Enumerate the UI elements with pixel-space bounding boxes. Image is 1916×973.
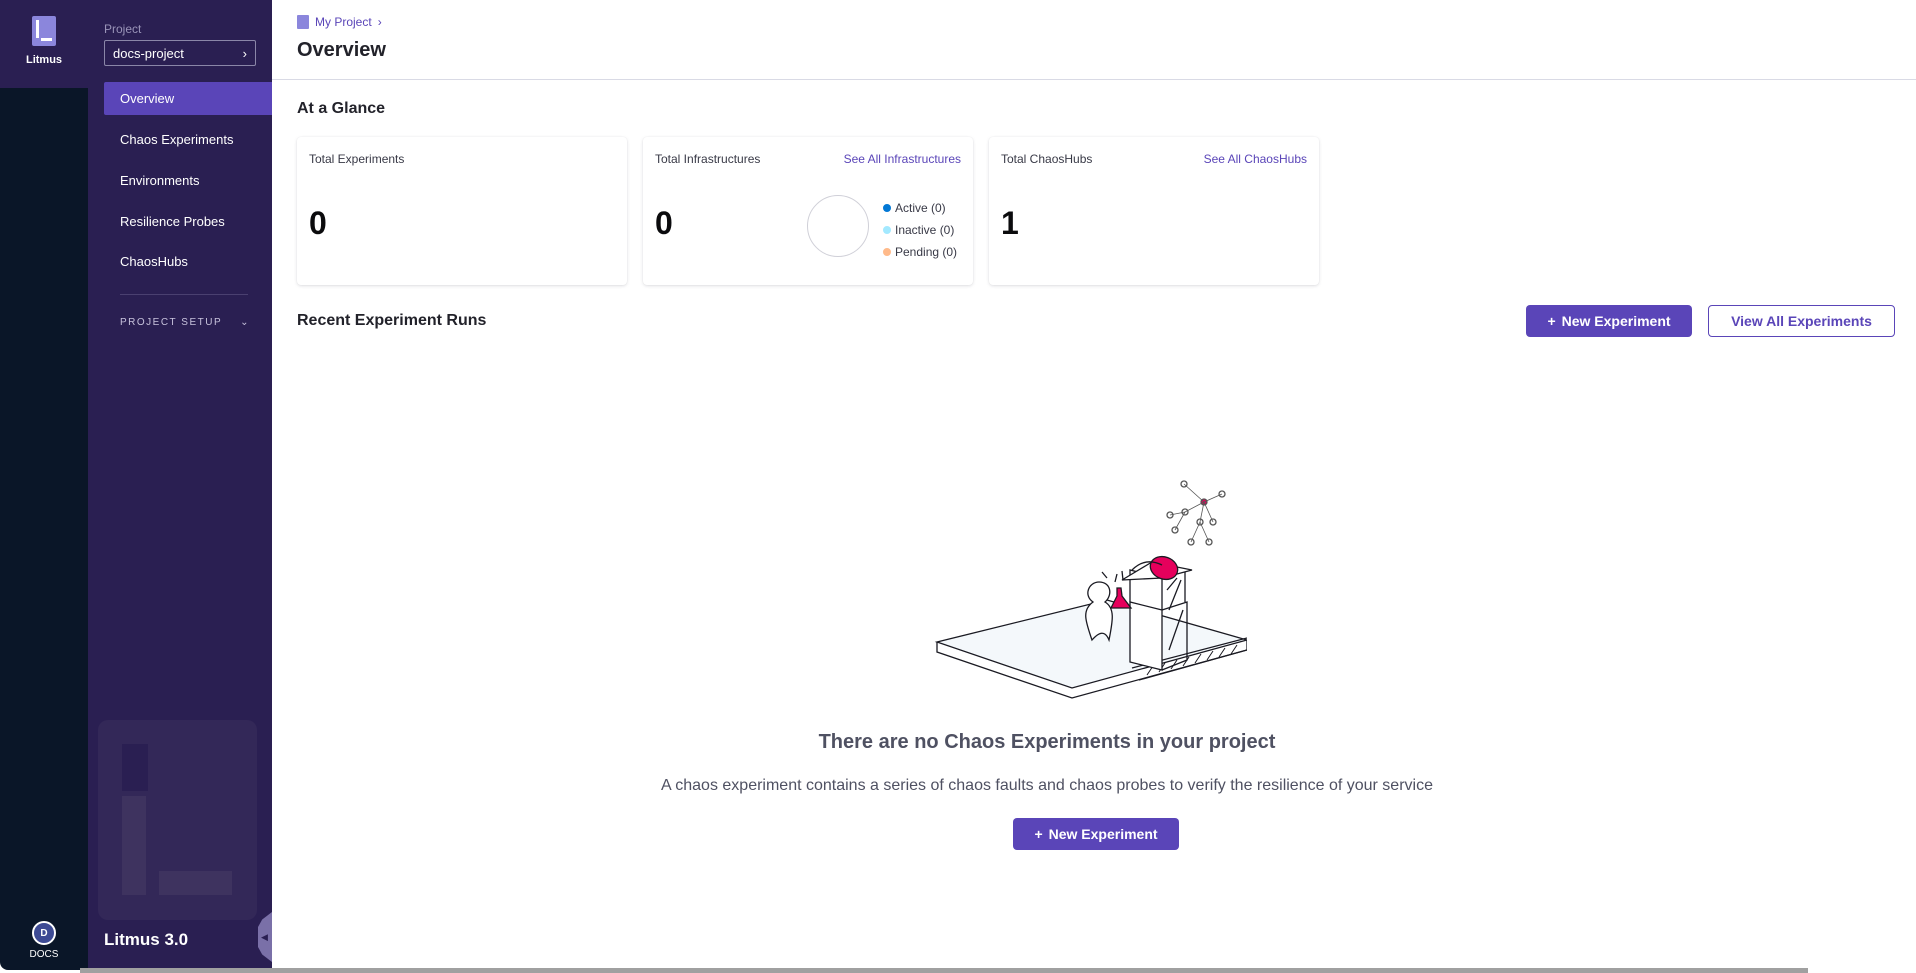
- sidebar-item-chaoshubs[interactable]: ChaosHubs: [120, 254, 188, 269]
- sidebar-item-environments[interactable]: Environments: [120, 173, 200, 188]
- litmus-home[interactable]: Litmus: [0, 0, 88, 88]
- project-setup-toggle[interactable]: PROJECT SETUP ⌄: [120, 317, 250, 328]
- card-label: Total Experiments: [309, 152, 405, 166]
- chevron-down-icon: ⌄: [240, 317, 250, 328]
- infrastructure-donut-chart: [807, 195, 869, 257]
- horizontal-scrollbar[interactable]: [80, 968, 1808, 973]
- donut-legend: Active (0) Inactive (0) Pending (0): [883, 197, 957, 263]
- page-title: Overview: [297, 39, 386, 61]
- avatar: D: [32, 921, 56, 945]
- legend-inactive: Inactive (0): [883, 219, 957, 241]
- plus-icon: +: [1034, 826, 1043, 842]
- see-all-infrastructures-link[interactable]: See All Infrastructures: [843, 152, 961, 166]
- project-selector[interactable]: docs-project ›: [104, 40, 256, 66]
- breadcrumb-my-project[interactable]: My Project: [315, 15, 372, 29]
- app-rail: Litmus D DOCS: [0, 0, 88, 970]
- empty-state-description: A chaos experiment contains a series of …: [661, 777, 1433, 794]
- breadcrumb[interactable]: My Project ›: [297, 15, 1891, 29]
- total-infrastructures-card: Total Infrastructures See All Infrastruct…: [643, 137, 973, 285]
- main-content: My Project › Overview At a Glance Total E…: [272, 0, 1916, 970]
- brand-label: Litmus: [25, 54, 63, 66]
- legend-active: Active (0): [883, 197, 957, 219]
- card-value: 1: [1001, 205, 1019, 241]
- see-all-chaoshubs-link[interactable]: See All ChaosHubs: [1203, 152, 1307, 166]
- chevron-right-icon: ›: [377, 15, 382, 29]
- page-header: My Project › Overview: [272, 0, 1916, 80]
- card-value: 0: [655, 205, 673, 241]
- sidebar: Project docs-project › Overview Chaos Exp…: [88, 0, 272, 970]
- collapse-sidebar-button[interactable]: ◀: [258, 912, 272, 962]
- litmus-watermark-logo: [98, 720, 257, 920]
- docs-label: DOCS: [29, 949, 59, 960]
- sidebar-item-overview[interactable]: Overview: [104, 82, 272, 115]
- sidebar-item-resilience-probes[interactable]: Resilience Probes: [120, 214, 225, 229]
- sidebar-item-chaos-experiments[interactable]: Chaos Experiments: [120, 132, 234, 147]
- total-chaoshubs-card: Total ChaosHubs See All ChaosHubs 1: [989, 137, 1319, 285]
- docs-account[interactable]: D DOCS: [0, 921, 88, 960]
- divider: [120, 294, 248, 295]
- plus-icon: +: [1547, 313, 1556, 329]
- at-a-glance-heading: At a Glance: [297, 100, 386, 117]
- legend-pending: Pending (0): [883, 241, 957, 263]
- litmus-logo-icon: [32, 16, 56, 46]
- empty-new-experiment-button[interactable]: + New Experiment: [1013, 818, 1179, 850]
- project-label: Project: [104, 22, 142, 36]
- caret-left-icon: ◀: [261, 932, 268, 942]
- project-value: docs-project: [113, 46, 184, 61]
- project-setup-label: PROJECT SETUP: [120, 317, 223, 328]
- empty-state-title: There are no Chaos Experiments in your p…: [818, 731, 1276, 753]
- total-experiments-card: Total Experiments 0: [297, 137, 627, 285]
- card-value: 0: [309, 205, 327, 241]
- card-label: Total ChaosHubs: [1001, 152, 1093, 166]
- chevron-right-icon: ›: [242, 46, 247, 61]
- recent-runs-heading: Recent Experiment Runs: [297, 312, 487, 329]
- card-label: Total Infrastructures: [655, 152, 761, 166]
- version-label: Litmus 3.0: [104, 930, 189, 949]
- empty-state-illustration: [934, 480, 1247, 699]
- project-icon: [297, 15, 309, 29]
- view-all-experiments-button[interactable]: View All Experiments: [1708, 305, 1895, 337]
- new-experiment-button[interactable]: + New Experiment: [1526, 305, 1692, 337]
